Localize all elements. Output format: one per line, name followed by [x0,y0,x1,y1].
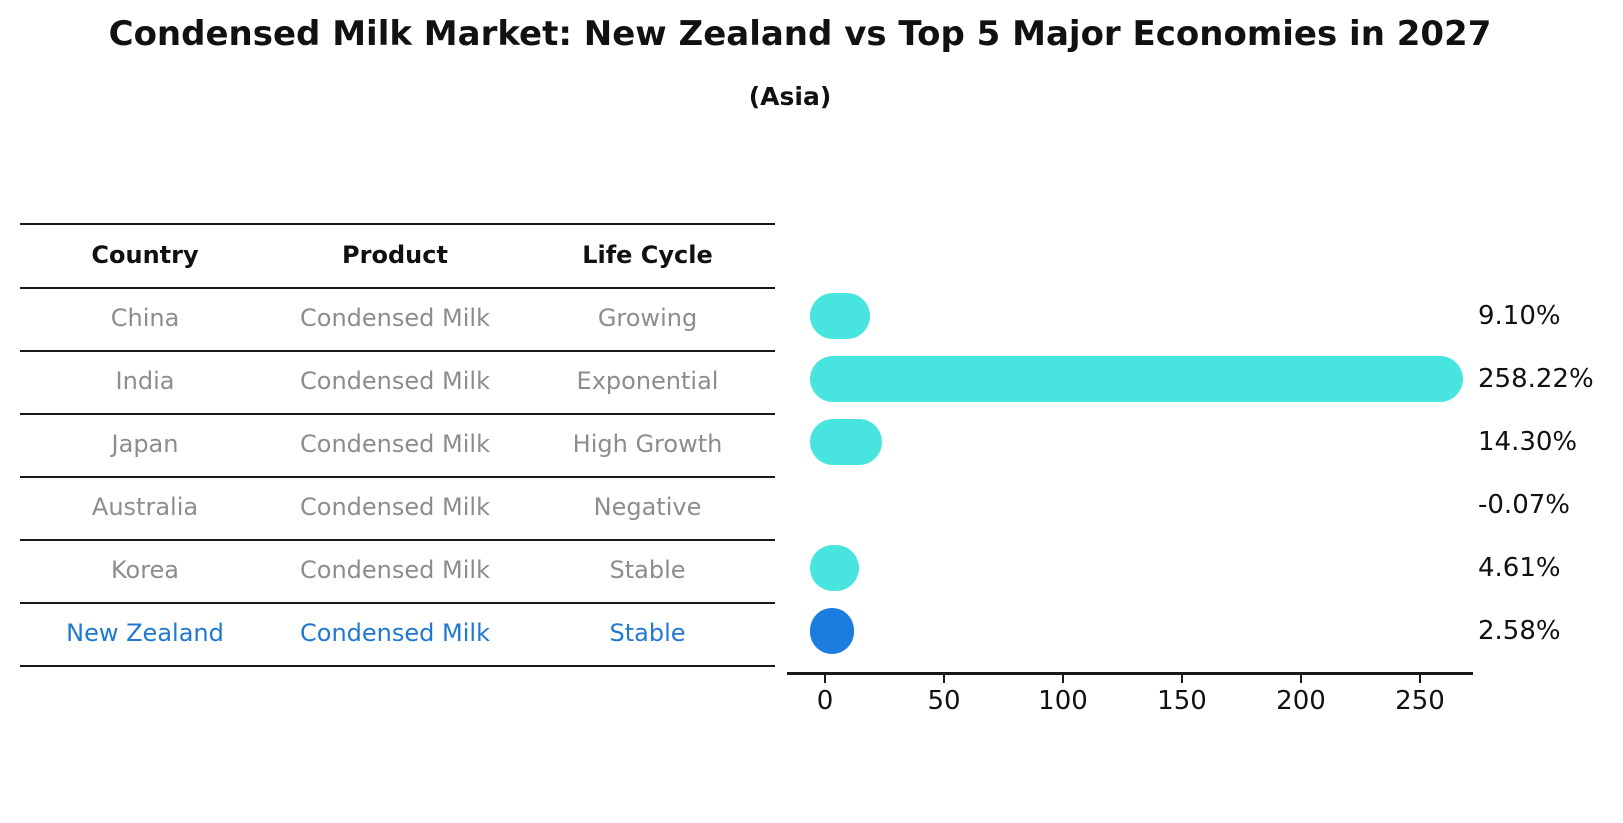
x-axis-tick [824,674,826,683]
x-axis-tick-label: 100 [1038,686,1088,716]
table-row-rule [20,602,775,604]
table-row-rule [20,350,775,352]
table-cell-country: Japan [111,430,179,458]
bar-india [810,355,1463,402]
bar-new-zealand [810,607,855,654]
table-cell-product: Condensed Milk [300,304,490,332]
table-cell-life_cycle: Exponential [576,367,719,395]
table-cell-country: India [115,367,175,395]
table-cell-country: Australia [91,493,199,521]
value-label-australia: -0.07% [1478,489,1570,520]
x-axis-tick [1181,674,1183,683]
x-axis-tick-label: 200 [1276,686,1326,716]
x-axis-tick-label: 0 [816,686,834,716]
x-axis-tick-label: 150 [1157,686,1207,716]
table-cell-life_cycle: Growing [597,304,698,332]
table-bottom-rule [20,665,775,667]
table-row-rule [20,476,775,478]
value-label-new-zealand: 2.58% [1478,615,1561,646]
table-header-rule [20,287,775,289]
value-label-india: 258.22% [1478,363,1594,394]
value-label-japan: 14.30% [1478,426,1578,457]
bar-korea [810,544,859,591]
table-cell-life_cycle: Negative [593,493,702,521]
table-cell-life_cycle: Stable [609,556,686,584]
table-cell-life_cycle: Stable [609,619,686,647]
table-cell-life_cycle: High Growth [572,430,723,458]
x-axis-tick [1419,674,1421,683]
table-header-life-cycle: Life Cycle [582,241,713,269]
table-cell-product: Condensed Milk [300,556,490,584]
table-row-rule [20,539,775,541]
x-axis-line [787,672,1473,675]
value-label-china: 9.10% [1478,300,1561,331]
table-cell-product: Condensed Milk [300,430,490,458]
chart-subtitle: (Asia) [748,82,832,111]
x-axis-tick [943,674,945,683]
x-axis-tick-label: 50 [927,686,961,716]
bar-china [810,292,870,339]
bar-japan [810,418,883,465]
table-top-rule [20,223,775,225]
table-cell-product: Condensed Milk [300,493,490,521]
table-cell-product: Condensed Milk [300,367,490,395]
table-header-product: Product [342,241,448,269]
x-axis-tick [1300,674,1302,683]
table-cell-country: Korea [110,556,180,584]
table-cell-country: New Zealand [66,619,224,647]
table-cell-country: China [110,304,180,332]
x-axis-tick [1062,674,1064,683]
table-header-country: Country [91,241,199,269]
table-cell-product: Condensed Milk [300,619,490,647]
table-row-rule [20,413,775,415]
x-axis-tick-label: 250 [1395,686,1445,716]
value-label-korea: 4.61% [1478,552,1561,583]
chart-title: Condensed Milk Market: New Zealand vs To… [108,14,1492,54]
